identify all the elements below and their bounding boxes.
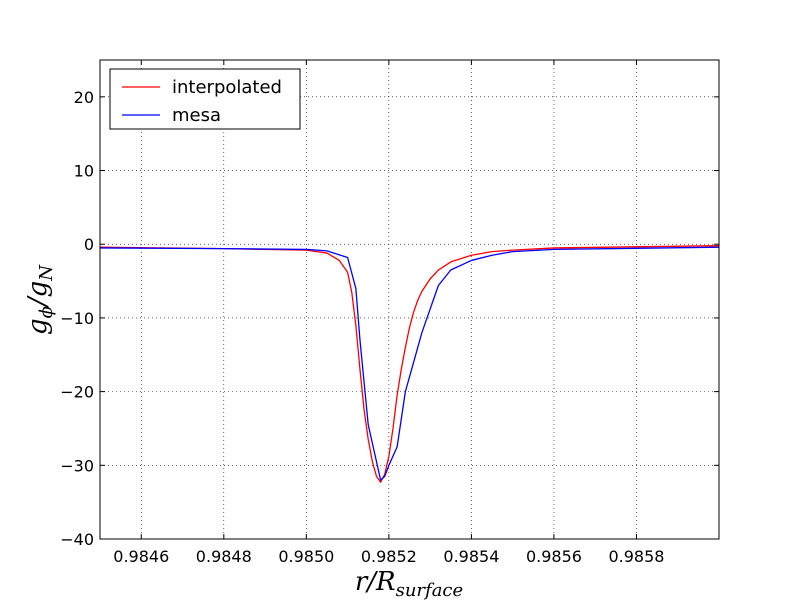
y-tick-label: −40: [60, 530, 94, 549]
x-tick-label: 0.9850: [278, 547, 334, 566]
legend-label-interpolated: interpolated: [172, 77, 282, 98]
y-tick-label: −10: [60, 309, 94, 328]
y-tick-label: −20: [60, 383, 94, 402]
ticks: [100, 60, 719, 540]
y-tick-label: −30: [60, 456, 94, 475]
legend-box: [109, 68, 301, 130]
x-axis-label: r/Rsurface: [355, 567, 463, 600]
plot-background: [100, 60, 719, 539]
legend: interpolated mesa: [109, 68, 301, 130]
plot-frame: [99, 59, 720, 540]
x-tick-label: 0.9856: [526, 547, 582, 566]
x-tick-label: 0.9858: [608, 547, 664, 566]
y-tick-label: 20: [74, 88, 94, 107]
y-axis-label: gϕ/gN: [23, 264, 57, 335]
x-tick-label: 0.9852: [361, 547, 417, 566]
series-layer: [100, 245, 719, 483]
series-line-mesa: [100, 246, 719, 481]
x-tick-label: 0.9854: [443, 547, 499, 566]
tick-labels: 0.9846 0.9848 0.9850 0.9852 0.9854 0.9856 0.98…: [60, 88, 664, 566]
y-tick-label: 0: [84, 235, 94, 254]
series-line-interpolated: [100, 245, 719, 483]
x-tick-label: 0.9848: [196, 547, 252, 566]
x-tick-label: 0.9846: [113, 547, 169, 566]
legend-label-mesa: mesa: [172, 105, 221, 126]
y-tick-label: 10: [74, 162, 94, 181]
